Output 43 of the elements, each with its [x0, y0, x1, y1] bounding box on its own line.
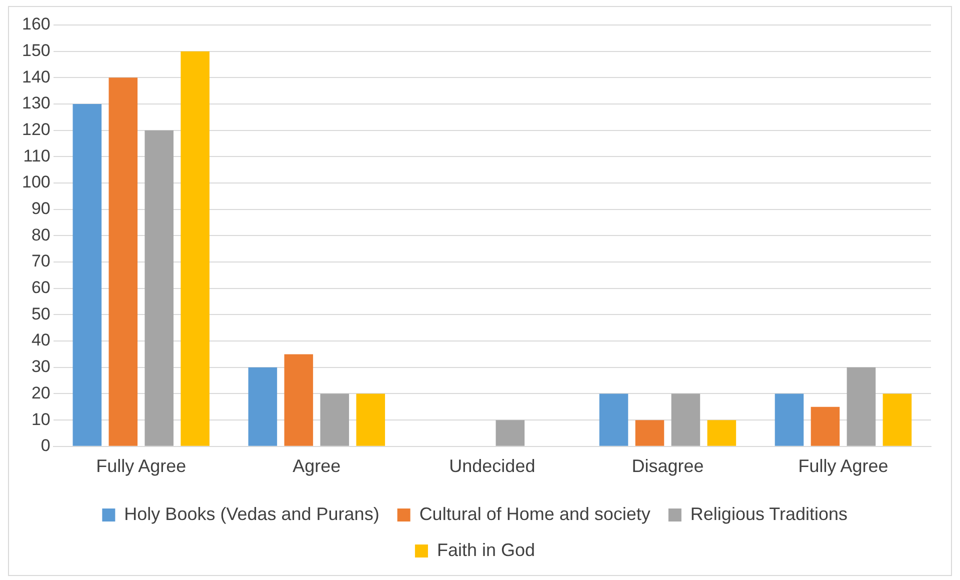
- y-tick-label: 60: [31, 278, 50, 298]
- x-tick-label: Undecided: [449, 456, 536, 476]
- bar: [180, 51, 210, 446]
- bar: [72, 104, 102, 446]
- y-tick-label: 90: [31, 199, 50, 218]
- bar: [320, 394, 350, 446]
- bar: [671, 394, 700, 446]
- x-tick-label: Fully Agree: [96, 456, 186, 476]
- bar: [846, 367, 876, 446]
- legend-label: Faith in God: [436, 540, 536, 560]
- bar: [356, 394, 386, 446]
- legend-label: Cultural of Home and society: [419, 504, 650, 524]
- bar: [599, 394, 628, 446]
- bar: [108, 78, 138, 446]
- legend-label: Religious Traditions: [690, 504, 848, 524]
- bar: [284, 354, 314, 446]
- y-tick-label: 80: [31, 225, 50, 244]
- x-tick-label: Agree: [292, 456, 341, 476]
- y-tick-label: 100: [22, 172, 50, 192]
- bar: [496, 420, 525, 446]
- y-tick-label: 150: [22, 41, 50, 60]
- bar: [144, 130, 174, 446]
- bar: [707, 420, 736, 446]
- y-tick-label: 0: [40, 436, 50, 456]
- x-tick-label: Disagree: [632, 456, 704, 476]
- bar: [882, 394, 912, 446]
- y-tick-label: 140: [22, 67, 50, 86]
- bar: [248, 367, 278, 446]
- bar: [810, 406, 840, 446]
- y-tick-label: 130: [22, 94, 50, 113]
- y-tick-label: 120: [22, 120, 50, 140]
- y-tick-label: 10: [31, 410, 50, 429]
- y-tick-label: 70: [31, 252, 50, 271]
- y-tick-label: 50: [31, 304, 50, 324]
- y-tick-label: 110: [23, 146, 50, 166]
- y-tick-label: 20: [31, 383, 50, 402]
- x-tick-label: Fully Agree: [798, 456, 888, 476]
- bar: [774, 394, 804, 446]
- bar: [635, 420, 664, 446]
- y-tick-label: 40: [31, 330, 50, 350]
- legend-label: Holy Books (Vedas and Purans): [124, 504, 380, 524]
- y-tick-label: 160: [22, 14, 50, 34]
- y-tick-label: 30: [31, 357, 50, 376]
